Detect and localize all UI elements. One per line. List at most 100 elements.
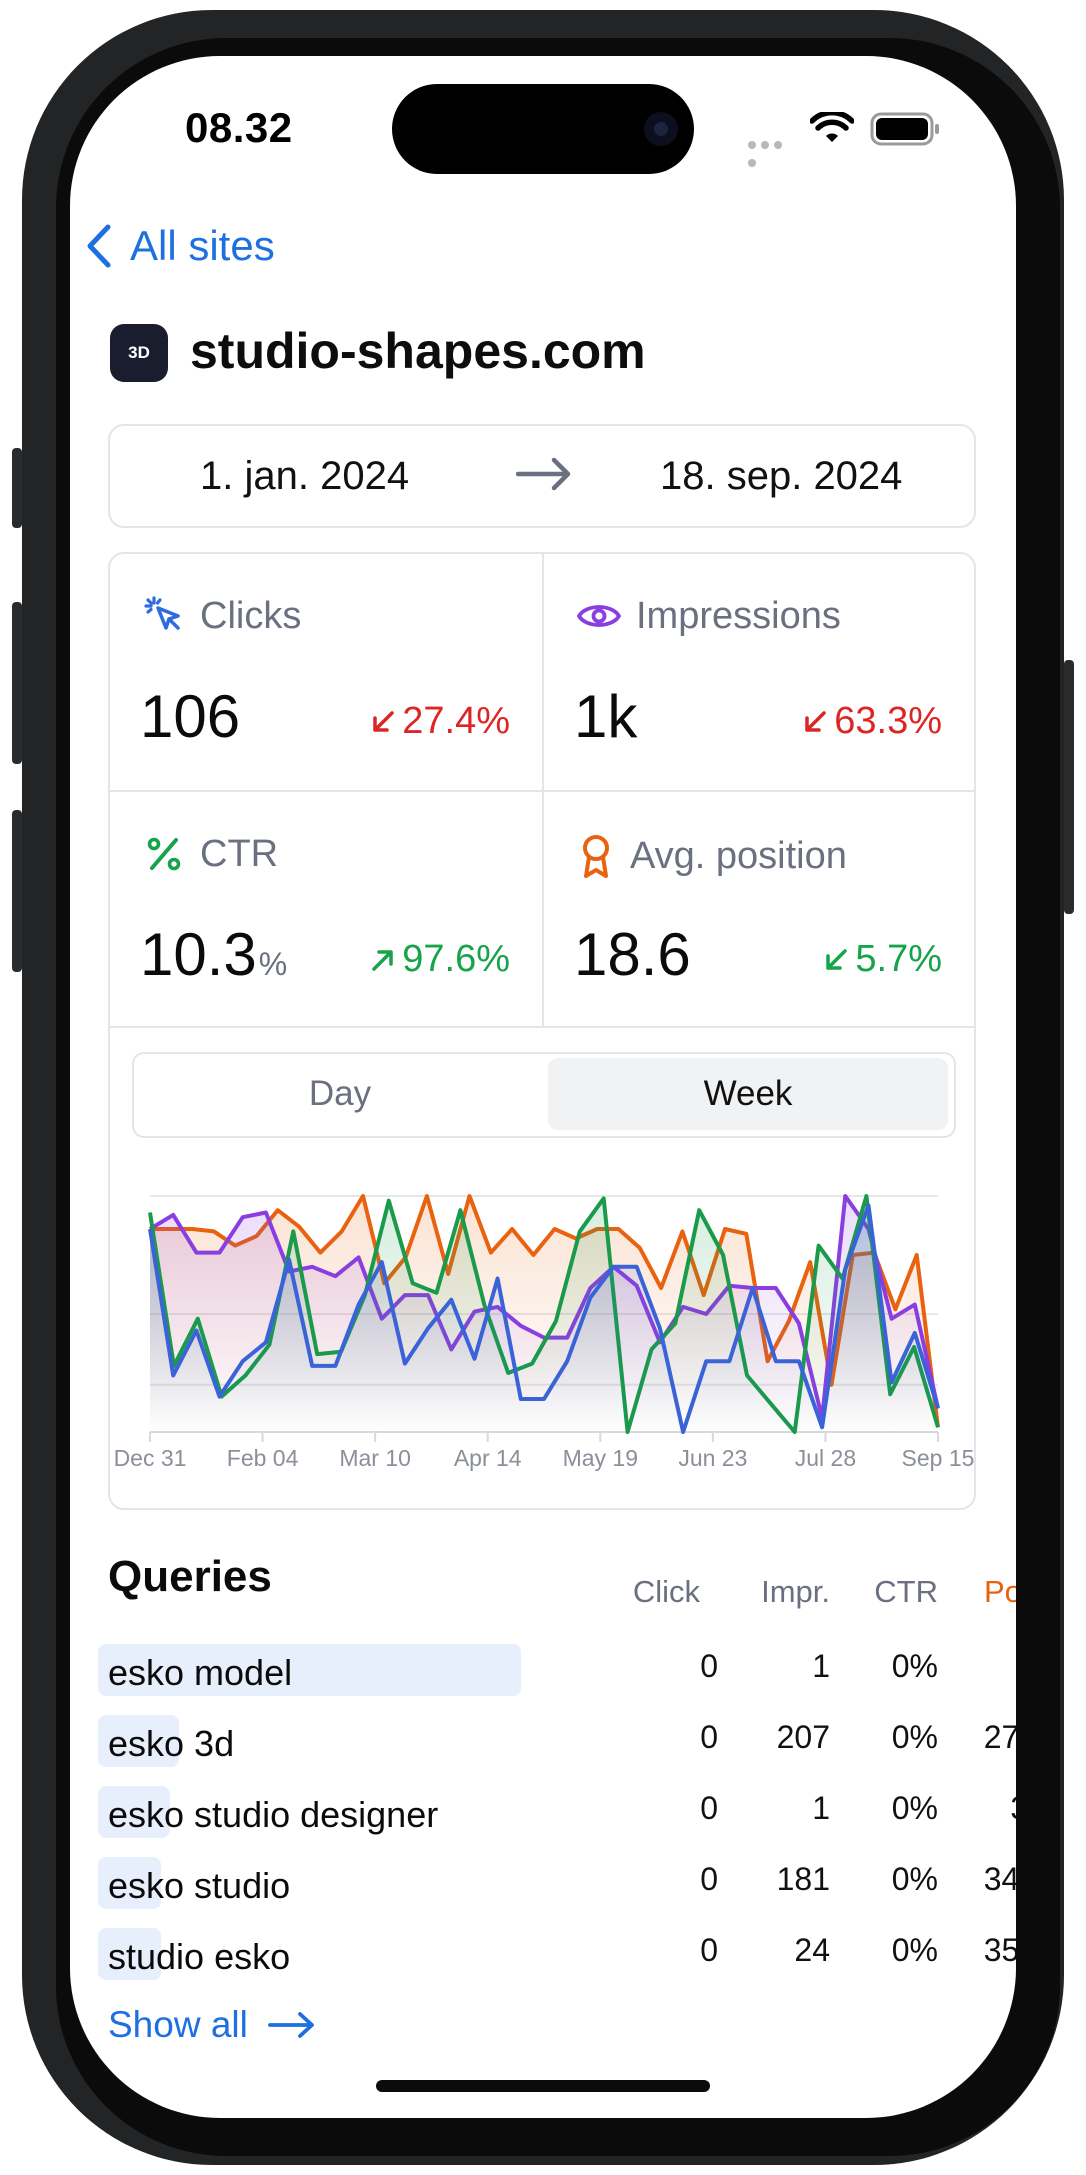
query-ctr: 0% (891, 1648, 938, 1684)
page-title: studio-shapes.com (190, 323, 646, 379)
dynamic-island (392, 84, 694, 174)
query-text: esko studio designer (108, 1794, 439, 1835)
arrow-right-icon (516, 457, 571, 491)
metric-delta: 27.4% (402, 700, 510, 742)
metric-label: Impressions (636, 594, 841, 637)
status-time: 08.32 (185, 104, 293, 151)
column-header-click[interactable]: Click (632, 1574, 700, 1609)
query-ctr: 0% (891, 1861, 938, 1897)
back-label: All sites (130, 222, 275, 269)
query-share-bar (98, 1786, 170, 1838)
query-click: 0 (700, 1719, 718, 1755)
query-share-bar (98, 1715, 179, 1767)
query-pos: 33 (806, 1790, 1016, 1827)
metric-unit: % (258, 946, 288, 982)
divider (110, 1026, 974, 1028)
cursor-click-icon (144, 596, 180, 630)
x-tick-label: Jun 23 (678, 1445, 747, 1471)
granularity-toggle[interactable]: Day Week (132, 1052, 956, 1138)
arrow-down-left-icon (373, 710, 394, 732)
metric-label: Avg. position (630, 834, 847, 877)
query-pos: 27.6 (983, 1719, 1016, 1755)
performance-chart: Dec 31 Feb 04 Mar 10 Apr 14 May 19 Jun 23 Jul … (114, 1194, 974, 1471)
query-ctr: 0% (891, 1790, 938, 1826)
metric-impressions[interactable]: Impressions 1k 63.3% (544, 554, 974, 790)
query-text: studio esko (108, 1936, 291, 1977)
volume-up-button (12, 602, 22, 764)
query-row[interactable]: studio esko 0 24 0% 35.8 (70, 1928, 1016, 1984)
metric-value: 18.6 (574, 921, 691, 988)
column-header-ctr[interactable]: CTR (874, 1574, 938, 1609)
query-pos: 34.9 (983, 1861, 1016, 1897)
query-impr: 181 (776, 1861, 830, 1897)
battery-icon (870, 112, 939, 146)
query-click: 0 (700, 1790, 718, 1826)
query-row[interactable]: esko 3d 0 207 0% 27.6 (70, 1715, 1016, 1771)
query-ctr: 0% (891, 1719, 938, 1755)
metric-value: 10.3 (140, 921, 257, 988)
show-all-link[interactable]: Show all (108, 2004, 316, 2046)
query-impr: 24 (794, 1932, 830, 1968)
site-logo: 3D (110, 324, 168, 382)
query-impr: 207 (776, 1719, 830, 1755)
series-area (150, 1205, 938, 1432)
x-tick-label: May 19 (563, 1445, 638, 1471)
metric-ctr[interactable]: CTR 10.3% 97.6% (110, 792, 542, 1026)
query-share-bar (98, 1928, 161, 1980)
arrow-down-left-icon (826, 948, 848, 970)
x-tick-label: Dec 31 (114, 1445, 187, 1471)
x-tick-label: Apr 14 (454, 1445, 522, 1471)
metric-avg-position[interactable]: Avg. position 18.6 5.7% (544, 792, 974, 1026)
metrics-card: Clicks 106 27.4% Impressions 1k 63.3% (108, 552, 976, 1510)
column-header-impressions[interactable]: Impr. (761, 1574, 830, 1609)
signal-dots-icon (748, 136, 798, 167)
query-click: 0 (700, 1861, 718, 1897)
query-row[interactable]: esko studio 0 181 0% 34.9 (70, 1857, 1016, 1913)
date-end[interactable]: 18. sep. 2024 (660, 453, 903, 498)
wifi-icon (810, 112, 854, 142)
query-click: 0 (700, 1932, 718, 1968)
queries-title: Queries (108, 1552, 272, 1601)
metric-value: 106 (140, 683, 241, 750)
eye-icon (577, 605, 621, 627)
action-button (12, 448, 22, 528)
arrow-right-icon (267, 2012, 314, 2038)
show-all-label: Show all (108, 2004, 248, 2045)
date-start[interactable]: 1. jan. 2024 (200, 453, 410, 498)
power-button (1064, 660, 1074, 914)
query-pos: 5 (806, 1648, 1016, 1685)
query-impr: 1 (812, 1648, 830, 1684)
camera-icon (644, 112, 678, 146)
query-impr: 1 (812, 1790, 830, 1826)
query-row[interactable]: esko studio designer 0 1 0%33 (70, 1786, 1016, 1842)
arrow-up-right-icon (372, 949, 393, 971)
metric-label: Clicks (200, 594, 302, 637)
x-tick-label: Mar 10 (339, 1445, 411, 1471)
award-icon (583, 835, 609, 878)
column-header-position[interactable]: Pos. (983, 1574, 1016, 1609)
metric-label: CTR (200, 832, 279, 875)
query-text: esko model (108, 1652, 293, 1693)
percent-icon (147, 837, 181, 871)
date-range-picker[interactable]: 1. jan. 2024 18. sep. 2024 (108, 424, 976, 528)
metric-delta: 97.6% (402, 938, 510, 980)
screen: 08.32 All sites 3D studio-shapes.com 1. … (70, 56, 1016, 2118)
metric-delta: 63.3% (834, 700, 942, 742)
toggle-day[interactable]: Day (308, 1074, 372, 1113)
metric-clicks[interactable]: Clicks 106 27.4% (110, 554, 542, 790)
x-tick-label: Sep 15 (902, 1445, 974, 1471)
series-line (148, 1203, 940, 1434)
toggle-week[interactable]: Week (548, 1058, 948, 1130)
x-tick-label: Feb 04 (227, 1445, 299, 1471)
query-share-bar (98, 1857, 161, 1909)
query-share-bar (98, 1644, 521, 1696)
query-row[interactable]: esko model 0 1 0%5 (70, 1644, 1016, 1700)
x-tick-label: Jul 28 (795, 1445, 856, 1471)
query-text: esko 3d (108, 1723, 235, 1764)
divider (110, 790, 974, 792)
home-indicator[interactable] (376, 2080, 710, 2092)
arrow-down-left-icon (805, 710, 826, 732)
query-pos: 35.8 (983, 1932, 1016, 1968)
query-text: esko studio (108, 1865, 291, 1906)
back-button[interactable]: All sites (86, 222, 275, 270)
